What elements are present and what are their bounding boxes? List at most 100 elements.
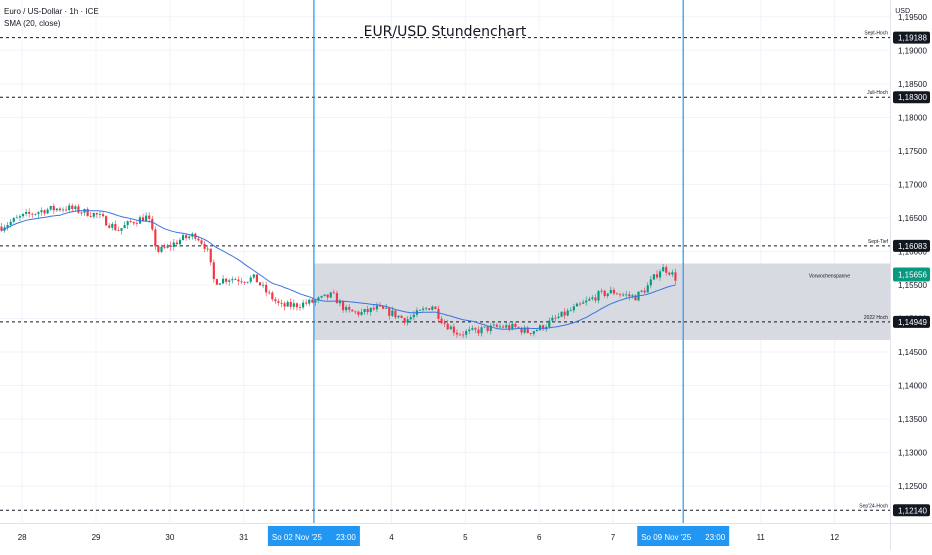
candle-117 (360, 308, 363, 316)
candle-81 (249, 275, 252, 284)
level-name-4: Sep'24-Hoch (859, 503, 888, 509)
candle-153 (471, 325, 474, 331)
range-box[interactable] (313, 263, 891, 340)
candle-23 (71, 203, 74, 212)
symbol-legend[interactable]: Euro / US-Dollar · 1h · ICE (4, 7, 99, 16)
candle-184 (566, 308, 569, 317)
y-tick-4: 1,14500 (898, 348, 927, 357)
level-tag-text-2: 1,16083 (898, 242, 927, 251)
y-tick-10: 1,17500 (898, 147, 927, 156)
candle-108 (332, 289, 335, 294)
candle-116 (357, 310, 360, 318)
candle-141 (434, 306, 437, 310)
candle-25 (77, 203, 80, 214)
level-name-0: Sept-Hoch (864, 31, 888, 37)
price-axis[interactable]: 1,125001,130001,135001,140001,145001,150… (893, 13, 930, 517)
candle-60 (185, 234, 188, 241)
candle-162 (498, 323, 502, 329)
candle-73 (225, 277, 228, 285)
candle-112 (345, 304, 348, 313)
level-tag-4[interactable] (893, 504, 930, 517)
candle-57 (175, 239, 178, 245)
level-tag-3[interactable] (893, 315, 930, 328)
candle-196 (603, 289, 606, 298)
candle-118 (363, 308, 366, 315)
candle-102 (314, 299, 317, 307)
candle-19 (58, 207, 62, 212)
candle-178 (548, 317, 551, 329)
candle-143 (440, 315, 443, 325)
candle-201 (618, 292, 622, 298)
candle-46 (141, 213, 145, 222)
level-tag-1[interactable] (893, 91, 930, 104)
candle-130 (400, 314, 403, 319)
candle-78 (240, 277, 243, 285)
candle-138 (425, 306, 428, 311)
candle-89 (274, 297, 277, 305)
legend: Euro / US-Dollar · 1h · ICE SMA (20, clo… (4, 6, 99, 30)
candle-85 (261, 281, 265, 289)
current-price-tag[interactable] (893, 267, 930, 282)
candle-216 (665, 264, 668, 276)
x-tick-4: 4 (389, 533, 394, 542)
candle-147 (452, 323, 455, 336)
candle-42 (129, 218, 132, 224)
date-tag-date-0: So 02 Nov '25 (272, 533, 323, 542)
candle-136 (418, 309, 422, 311)
range-box-layer: Vorwochenspanne (313, 263, 891, 340)
candle-182 (560, 311, 563, 318)
candle-104 (320, 295, 323, 299)
candle-204 (628, 291, 631, 301)
candle-74 (228, 278, 231, 286)
candle-213 (655, 270, 659, 280)
candle-208 (640, 289, 643, 293)
candle-111 (341, 299, 345, 314)
x-tick-7: 7 (611, 533, 616, 542)
y-tick-11: 1,18000 (898, 113, 927, 122)
candle-188 (578, 301, 582, 307)
candle-218 (671, 269, 674, 278)
level-tag-2[interactable] (893, 239, 930, 252)
candle-186 (572, 303, 575, 313)
candle-137 (422, 306, 425, 312)
candle-10 (31, 212, 34, 218)
date-tag-time-1: 23:00 (705, 533, 726, 542)
candle-133 (409, 314, 412, 321)
candle-91 (280, 299, 283, 308)
date-tag-1[interactable] (637, 526, 730, 546)
y-tick-7: 1,16000 (898, 247, 927, 256)
candle-195 (600, 288, 603, 294)
candle-37 (114, 220, 117, 232)
candle-56 (172, 239, 175, 251)
indicator-legend[interactable]: SMA (20, close) (4, 19, 61, 28)
currency-label[interactable]: USD (895, 8, 910, 15)
candle-183 (563, 308, 566, 320)
candle-15 (46, 207, 49, 215)
x-tick-0: 28 (18, 533, 27, 542)
level-tag-text-4: 1,12140 (898, 506, 927, 515)
candle-93 (286, 300, 289, 307)
candle-167 (514, 321, 517, 330)
candle-190 (585, 296, 588, 306)
time-axis[interactable]: 28 29 30 31 4 5 6 7 11 12 So 02 Nov '25 23:00 So 09 … (18, 526, 840, 546)
candle-110 (338, 298, 342, 307)
candle-194 (597, 289, 600, 304)
level-tag-0[interactable] (893, 31, 930, 44)
candle-53 (163, 243, 166, 250)
candle-5 (15, 214, 18, 219)
grid (0, 0, 890, 523)
candle-107 (329, 291, 332, 299)
candle-84 (258, 281, 262, 287)
candle-65 (200, 237, 203, 246)
date-tag-0[interactable] (267, 526, 360, 546)
candle-156 (480, 325, 483, 337)
candle-131 (403, 317, 406, 326)
candle-187 (575, 302, 579, 307)
candle-7 (21, 213, 25, 219)
candle-31 (95, 212, 98, 219)
candle-38 (117, 226, 120, 232)
candle-163 (502, 324, 505, 329)
candle-94 (289, 298, 292, 310)
